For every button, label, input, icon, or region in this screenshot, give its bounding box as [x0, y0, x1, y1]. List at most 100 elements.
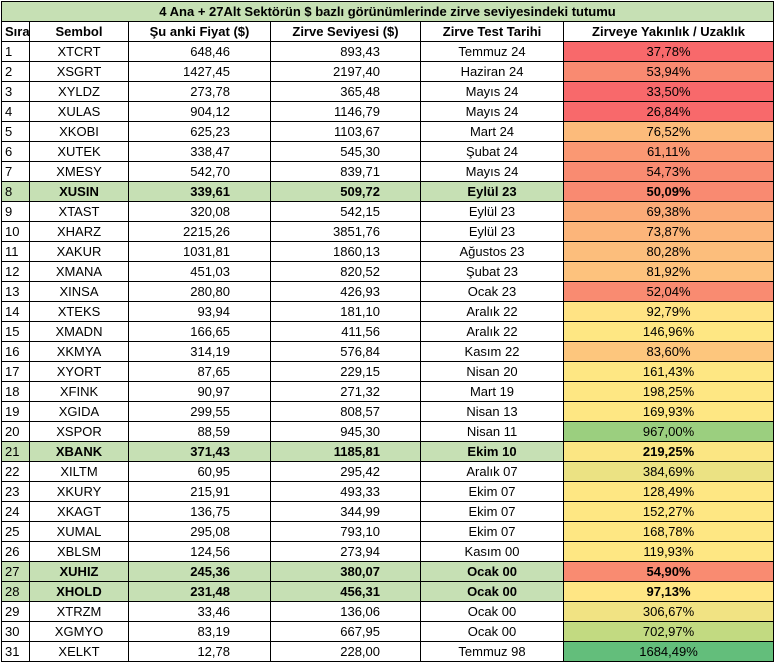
cell-fiyat: 625,23 — [128, 121, 271, 142]
cell-zirve: 493,33 — [270, 481, 421, 502]
cell-oran: 119,93% — [562, 541, 774, 562]
cell-sembol: XTAST — [29, 201, 129, 222]
cell-tarih: Temmuz 24 — [420, 41, 564, 62]
cell-sembol: XKURY — [29, 481, 129, 502]
table-row: 22 XILTM 60,95 295,42 Aralık 07 384,69% — [1, 461, 774, 482]
cell-sira: 30 — [1, 621, 30, 642]
cell-sembol: XGMYO — [29, 621, 129, 642]
cell-oran: 53,94% — [562, 61, 774, 82]
cell-sira: 20 — [1, 421, 30, 442]
cell-zirve: 1103,67 — [270, 121, 421, 142]
cell-fiyat: 87,65 — [128, 361, 271, 382]
table-row: 23 XKURY 215,91 493,33 Ekim 07 128,49% — [1, 481, 774, 502]
cell-sira: 9 — [1, 201, 30, 222]
table-row: 29 XTRZM 33,46 136,06 Ocak 00 306,67% — [1, 601, 774, 622]
cell-sembol: XGIDA — [29, 401, 129, 422]
table-row: 30 XGMYO 83,19 667,95 Ocak 00 702,97% — [1, 621, 774, 642]
cell-fiyat: 904,12 — [128, 101, 271, 122]
cell-fiyat: 295,08 — [128, 521, 271, 542]
cell-sembol: XFINK — [29, 381, 129, 402]
cell-sembol: XUMAL — [29, 521, 129, 542]
cell-zirve: 2197,40 — [270, 61, 421, 82]
cell-sira: 15 — [1, 321, 30, 342]
cell-zirve: 667,95 — [270, 621, 421, 642]
cell-oran: 54,73% — [562, 161, 774, 182]
cell-zirve: 136,06 — [270, 601, 421, 622]
table-row: 20 XSPOR 88,59 945,30 Nisan 11 967,00% — [1, 421, 774, 442]
cell-zirve: 295,42 — [270, 461, 421, 482]
cell-oran: 152,27% — [562, 501, 774, 522]
cell-sembol: XAKUR — [29, 241, 129, 262]
cell-fiyat: 338,47 — [128, 141, 271, 162]
cell-tarih: Ocak 00 — [420, 561, 564, 582]
cell-oran: 146,96% — [562, 321, 774, 342]
header-zirve: Zirve Seviyesi ($) — [270, 21, 421, 42]
cell-zirve: 271,32 — [270, 381, 421, 402]
table-row: 18 XFINK 90,97 271,32 Mart 19 198,25% — [1, 381, 774, 402]
cell-sembol: XUHIZ — [29, 561, 129, 582]
cell-fiyat: 245,36 — [128, 561, 271, 582]
cell-oran: 92,79% — [562, 301, 774, 322]
cell-sembol: XYLDZ — [29, 81, 129, 102]
cell-tarih: Ekim 07 — [420, 481, 564, 502]
cell-oran: 52,04% — [562, 281, 774, 302]
cell-sira: 12 — [1, 261, 30, 282]
cell-fiyat: 2215,26 — [128, 221, 271, 242]
cell-zirve: 808,57 — [270, 401, 421, 422]
cell-sembol: XKMYA — [29, 341, 129, 362]
cell-fiyat: 88,59 — [128, 421, 271, 442]
cell-oran: 54,90% — [562, 561, 774, 582]
cell-fiyat: 215,91 — [128, 481, 271, 502]
cell-fiyat: 33,46 — [128, 601, 271, 622]
cell-zirve: 456,31 — [270, 581, 421, 602]
cell-fiyat: 12,78 — [128, 641, 271, 662]
table-row: 16 XKMYA 314,19 576,84 Kasım 22 83,60% — [1, 341, 774, 362]
cell-tarih: Haziran 24 — [420, 61, 564, 82]
cell-fiyat: 60,95 — [128, 461, 271, 482]
cell-tarih: Nisan 13 — [420, 401, 564, 422]
cell-sira: 6 — [1, 141, 30, 162]
cell-tarih: Eylül 23 — [420, 201, 564, 222]
table-row: 6 XUTEK 338,47 545,30 Şubat 24 61,11% — [1, 141, 774, 162]
cell-oran: 61,11% — [562, 141, 774, 162]
cell-fiyat: 83,19 — [128, 621, 271, 642]
table-row: 2 XSGRT 1427,45 2197,40 Haziran 24 53,94% — [1, 61, 774, 82]
cell-zirve: 545,30 — [270, 141, 421, 162]
cell-fiyat: 542,70 — [128, 161, 271, 182]
table-row: 11 XAKUR 1031,81 1860,13 Ağustos 23 80,28% — [1, 241, 774, 262]
cell-tarih: Mayıs 24 — [420, 161, 564, 182]
table-row: 24 XKAGT 136,75 344,99 Ekim 07 152,27% — [1, 501, 774, 522]
cell-sembol: XUSIN — [29, 181, 129, 202]
cell-sira: 3 — [1, 81, 30, 102]
cell-sira: 7 — [1, 161, 30, 182]
header-oran: Zirveye Yakınlık / Uzaklık — [562, 21, 774, 42]
cell-zirve: 344,99 — [270, 501, 421, 522]
table-row: 1 XTCRT 648,46 893,43 Temmuz 24 37,78% — [1, 41, 774, 62]
cell-oran: 161,43% — [562, 361, 774, 382]
cell-fiyat: 451,03 — [128, 261, 271, 282]
cell-tarih: Ocak 00 — [420, 601, 564, 622]
cell-tarih: Şubat 24 — [420, 141, 564, 162]
header-fiyat: Şu anki Fiyat ($) — [128, 21, 271, 42]
cell-sira: 1 — [1, 41, 30, 62]
cell-fiyat: 648,46 — [128, 41, 271, 62]
cell-tarih: Mayıs 24 — [420, 81, 564, 102]
table-title: 4 Ana + 27Alt Sektörün $ bazlı görünümle… — [0, 1, 774, 22]
table-row: 8 XUSIN 339,61 509,72 Eylül 23 50,09% — [1, 181, 774, 202]
cell-zirve: 576,84 — [270, 341, 421, 362]
table-row: 13 XINSA 280,80 426,93 Ocak 23 52,04% — [1, 281, 774, 302]
cell-sira: 31 — [1, 641, 30, 662]
cell-oran: 73,87% — [562, 221, 774, 242]
cell-tarih: Mart 24 — [420, 121, 564, 142]
cell-sembol: XTEKS — [29, 301, 129, 322]
cell-tarih: Ekim 10 — [420, 441, 564, 462]
cell-sira: 23 — [1, 481, 30, 502]
cell-sembol: XELKT — [29, 641, 129, 662]
cell-tarih: Nisan 11 — [420, 421, 564, 442]
cell-fiyat: 124,56 — [128, 541, 271, 562]
cell-sembol: XBLSM — [29, 541, 129, 562]
cell-oran: 97,13% — [562, 581, 774, 602]
table-row: 19 XGIDA 299,55 808,57 Nisan 13 169,93% — [1, 401, 774, 422]
cell-zirve: 542,15 — [270, 201, 421, 222]
